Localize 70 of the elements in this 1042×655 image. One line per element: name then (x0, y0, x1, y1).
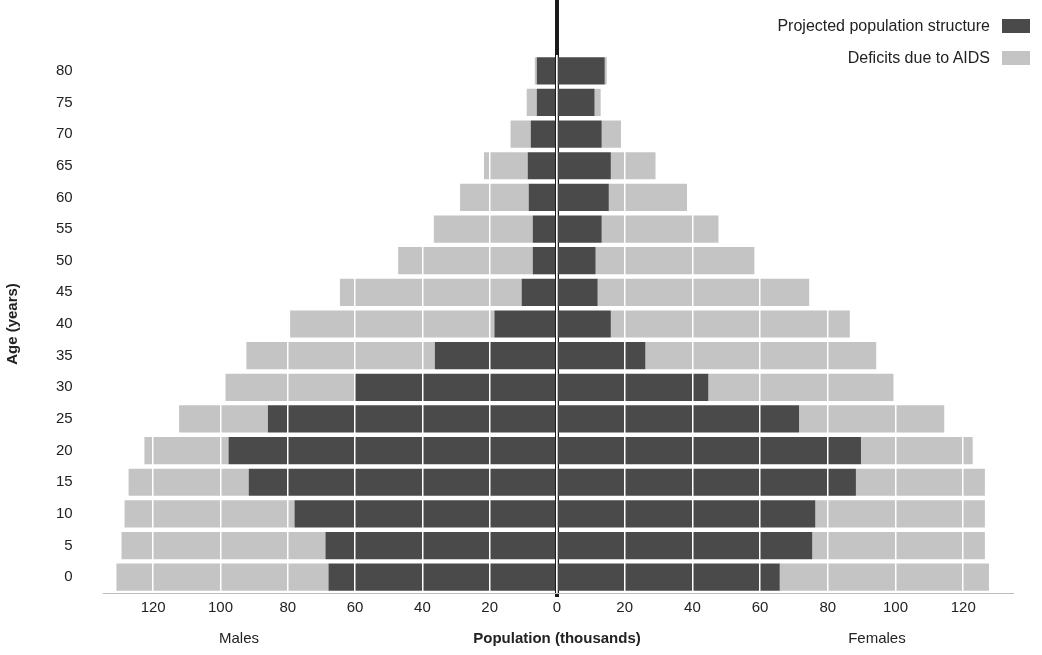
bar (645, 342, 877, 370)
bar (510, 120, 531, 148)
bar (534, 57, 537, 85)
bar (779, 563, 989, 591)
y-tick-label: 45 (56, 282, 73, 300)
bar (121, 531, 326, 560)
x-tick-label: 40 (684, 598, 701, 616)
y-tick-label: 30 (56, 377, 73, 395)
bar (124, 500, 295, 528)
y-tick-label: 70 (56, 124, 73, 142)
bar (815, 500, 985, 528)
bar (604, 57, 607, 85)
bar (116, 563, 329, 591)
x-tick-label: 60 (751, 598, 769, 616)
bar (610, 310, 850, 338)
bar (601, 215, 719, 243)
bar (597, 278, 810, 306)
bar (460, 183, 529, 212)
y-tick-label: 20 (56, 440, 73, 458)
bar (179, 405, 268, 433)
y-tick-label: 15 (56, 472, 73, 490)
text: Females (848, 629, 906, 647)
x-tick-label: 0 (552, 598, 562, 616)
bar (860, 436, 973, 465)
y-tick-label: 25 (56, 409, 73, 427)
bar (594, 88, 601, 117)
legend-label: Projected population structure (777, 17, 990, 35)
bar (595, 247, 755, 275)
bar (812, 531, 985, 560)
bar (483, 152, 528, 180)
bar (610, 152, 656, 180)
y-tick-label: 10 (56, 504, 73, 522)
bar (144, 436, 229, 465)
text: Males (218, 629, 259, 647)
bar (398, 247, 533, 275)
bar (128, 468, 249, 496)
y-tick-label: 60 (56, 187, 73, 205)
bar (526, 88, 537, 117)
bar (339, 278, 522, 306)
y-axis-title: Age (years) (3, 283, 21, 365)
y-tick-label: 55 (56, 219, 73, 237)
x-tick-label: 40 (414, 598, 431, 616)
bar (708, 373, 894, 401)
y-tick-label: 5 (64, 535, 73, 553)
x-tick-label: 120 (950, 598, 976, 616)
x-tick-label: 100 (207, 598, 233, 616)
bar (601, 120, 621, 148)
bar (608, 183, 687, 212)
y-tick-label: 75 (56, 92, 73, 110)
y-tick-label: 40 (56, 314, 73, 332)
x-tick-label: 80 (819, 598, 837, 616)
bar (246, 342, 435, 370)
y-tick-label: 80 (56, 60, 73, 78)
bar (225, 373, 356, 401)
y-tick-label: 35 (56, 345, 73, 363)
bar (433, 215, 533, 243)
x-tick-label: 80 (279, 598, 297, 616)
x-tick-label: 100 (883, 598, 909, 616)
bar (290, 310, 495, 338)
x-tick-label: 120 (140, 598, 166, 616)
x-tick-label: 20 (616, 598, 634, 616)
bar (799, 405, 945, 433)
y-tick-label: 50 (56, 250, 73, 268)
y-tick-label: 0 (64, 567, 73, 585)
y-tick-label: 65 (56, 155, 73, 173)
bar (855, 468, 985, 496)
x-axis-title: Population (thousands) (473, 629, 641, 647)
x-tick-label: 60 (346, 598, 364, 616)
x-tick-label: 20 (481, 598, 499, 616)
legend-label: Deficits due to AIDS (847, 49, 990, 67)
